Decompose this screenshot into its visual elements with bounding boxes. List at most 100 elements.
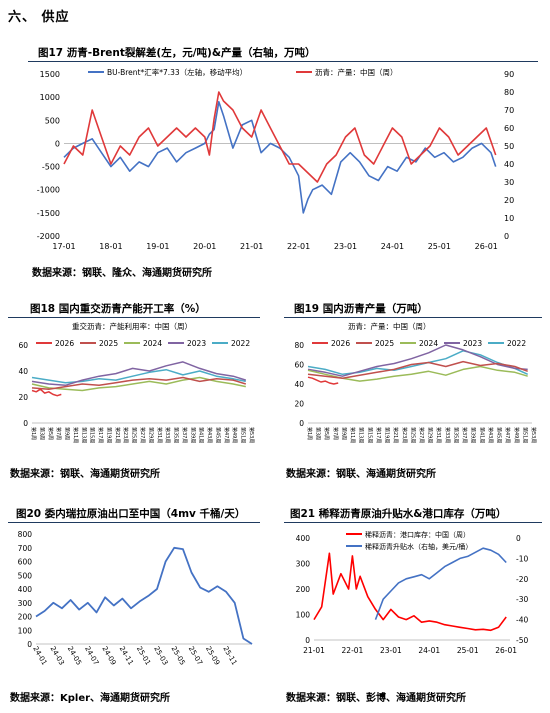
fig18-x-tick: 第33周: [164, 427, 171, 443]
fig17-source: 数据来源：钢联、隆众、海通期货研究所: [32, 268, 212, 279]
fig19-y-tick: 80: [294, 341, 304, 350]
fig21-x-tick: 26-01: [495, 646, 517, 655]
fig19-x-tick: 第9周: [340, 427, 347, 440]
fig19-x-tick: 第37周: [461, 427, 468, 443]
fig19-x-tick: 第41周: [478, 427, 485, 443]
fig18-y-tick: 40: [18, 367, 28, 376]
fig17-yleft-tick: -500: [42, 163, 60, 172]
fig18-x-tick: 第21周: [114, 427, 121, 443]
fig18-series-2022-line: [31, 368, 246, 384]
fig20-y-tick: 200: [18, 613, 33, 622]
fig19-x-tick: 第45周: [496, 427, 503, 443]
fig17-x-tick: 25-01: [428, 242, 451, 251]
fig20-x-tick: 24-05: [66, 645, 83, 667]
fig19-title-rule: [284, 317, 542, 318]
fig21-series-1-line: [313, 552, 507, 632]
fig17-yright-tick: 0: [504, 232, 509, 241]
fig17-yright-tick: 50: [504, 142, 514, 151]
fig19-x-tick: 第33周: [444, 427, 451, 443]
fig17-yleft-tick: 0: [55, 139, 60, 148]
fig20-x-tick: 25-07: [187, 645, 204, 667]
fig21-x-tick: 21-01: [303, 646, 325, 655]
fig19-x-tick: 第27周: [418, 427, 425, 443]
fig18-y-tick: 20: [18, 393, 28, 402]
fig21-legend-1-label: 稀释沥青：港口库存：中国（周）: [365, 530, 470, 539]
fig21-yleft-tick: 300: [296, 560, 311, 569]
fig19-x-tick: 第31周: [435, 427, 442, 443]
fig21-title-rule: [284, 522, 542, 523]
fig18-x-tick: 第15周: [89, 427, 96, 443]
fig19-y-tick: 0: [299, 419, 304, 428]
fig19-x-tick: 第53周: [530, 427, 537, 443]
fig21-yleft-tick: 400: [296, 534, 311, 543]
fig18-series-2026-line: [31, 388, 62, 397]
fig17-yleft-tick: 500: [45, 116, 60, 125]
fig18-x-tick: 第47周: [223, 427, 230, 443]
fig19-series-2022-line: [307, 350, 529, 376]
fig20-title-rule: [8, 522, 260, 523]
fig18-legend-2024-label: 2024: [143, 339, 162, 348]
fig18-series-2024-line: [31, 376, 246, 392]
fig17-series-2-line: [63, 91, 497, 183]
fig17-yleft-tick: 1000: [40, 93, 60, 102]
fig19-x-tick: 第3周: [315, 427, 322, 440]
fig18-x-tick: 第45周: [214, 427, 221, 443]
fig18-x-tick: 第35周: [173, 427, 180, 443]
fig18-subtitle: 重交沥青：产能利用率：中国（周）: [72, 321, 192, 331]
fig21-legend-2-label: 稀释沥青升贴水（右轴，美元/桶）: [365, 542, 472, 551]
fig20-series-line: [35, 546, 253, 645]
fig19-legend-2025-label: 2025: [375, 339, 394, 348]
section-title: 六、 供应: [8, 10, 70, 25]
fig19-y-tick: 60: [294, 361, 304, 370]
fig20-x-tick: 24-01: [31, 645, 48, 667]
fig17-yright-tick: 70: [504, 106, 514, 115]
fig18-x-tick: 第3周: [38, 427, 45, 440]
fig20-x-tick: 24-11: [118, 645, 135, 667]
fig20-x-tick: 25-01: [135, 645, 152, 667]
fig18-title: 图18 国内重交沥青产能开工率（%）: [30, 303, 206, 315]
fig19-y-tick: 40: [294, 380, 304, 389]
fig19-x-tick: 第49周: [513, 427, 520, 443]
fig19-x-tick: 第47周: [504, 427, 511, 443]
fig19-chart: 沥青：产量：中国（周） 2026 2025 2024 2023 2022 0 20 40 60 80…: [294, 321, 537, 443]
fig19-x-tick: 第11周: [349, 427, 356, 443]
fig17-legend-2-label: 沥青：产量：中国（周）: [315, 67, 398, 77]
fig20-x-tick: 25-03: [152, 645, 169, 667]
fig20-title: 图20 委内瑞拉原油出口至中国（4mv 千桶/天）: [16, 508, 246, 520]
fig19-x-tick: 第17周: [375, 427, 382, 443]
fig20-y-tick: 300: [18, 599, 33, 608]
fig18-series-2025-line: [31, 376, 247, 390]
fig21-x-tick: 22-01: [342, 646, 364, 655]
fig17-yright-tick: 90: [504, 70, 514, 79]
fig17-yright-tick: 80: [504, 88, 514, 97]
fig21-x-tick: 24-01: [418, 646, 440, 655]
fig17-title-rule: [28, 61, 538, 62]
fig17-x-tick: 24-01: [381, 242, 404, 251]
fig18-x-tick: 第5周: [47, 427, 54, 440]
fig21-yright-tick: -20: [516, 575, 528, 584]
fig18-legend-2025-label: 2025: [99, 339, 118, 348]
fig20-source: 数据来源：Kpler、海通期货研究所: [10, 693, 171, 704]
fig18-x-tick: 第17周: [97, 427, 104, 443]
fig20-chart: 0 100 200 300 400 500 600 700 800 24-01 24-03 24-05…: [18, 530, 253, 667]
fig17-x-tick: 21-01: [240, 242, 263, 251]
fig18-x-tick: 第23周: [122, 427, 129, 443]
fig19-x-tick: 第51周: [521, 427, 528, 443]
fig18-x-tick: 第51周: [240, 427, 247, 443]
fig21-source: 数据来源：钢联、彭博、海通期货研究所: [286, 693, 466, 704]
fig21-series-2-line: [374, 547, 507, 620]
fig18-x-tick: 第27周: [139, 427, 146, 443]
fig17-series-1-line: [63, 100, 497, 214]
fig18-legend-2026-label: 2026: [55, 339, 74, 348]
fig17-x-tick: 22-01: [287, 242, 310, 251]
fig20-y-tick: 600: [18, 558, 33, 567]
fig18-x-tick: 第41周: [198, 427, 205, 443]
fig17-chart: -2000 -1500 -1000 -500 0 500 1000 1500 0 10 20 30 40…: [37, 67, 514, 251]
fig18-x-tick: 第49周: [231, 427, 238, 443]
fig17-yright-tick: 20: [504, 196, 514, 205]
fig18-y-tick: 0: [23, 419, 28, 428]
fig19-x-tick: 第13周: [358, 427, 365, 443]
fig19-x-tick: 第43周: [487, 427, 494, 443]
fig19-x-tick: 第5周: [323, 427, 330, 440]
